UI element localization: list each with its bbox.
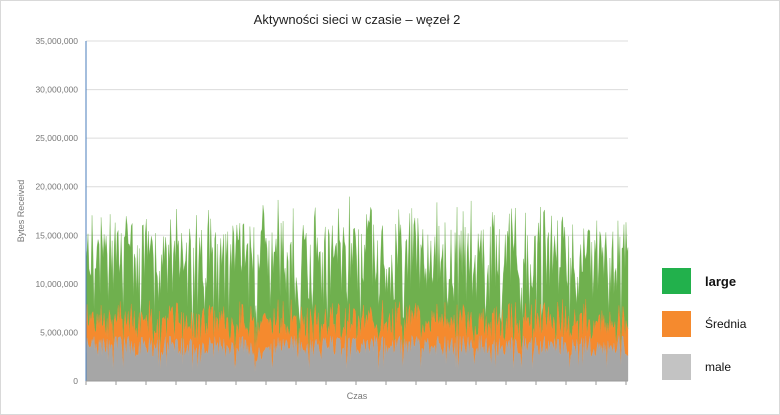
legend-item-srednia: Średnia <box>662 309 746 339</box>
y-tick-label: 10,000,000 <box>35 279 78 289</box>
legend: large Średnia male <box>662 266 746 395</box>
y-tick-label: 35,000,000 <box>35 36 78 46</box>
x-axis-label: Czas <box>347 391 368 401</box>
y-tick-label: 0 <box>73 376 78 386</box>
legend-label-male: male <box>705 360 732 374</box>
y-tick-label: 30,000,000 <box>35 85 78 95</box>
stacked-areas <box>85 196 629 382</box>
legend-item-large: large <box>662 266 746 296</box>
y-axis-label: Bytes Received <box>16 180 26 243</box>
y-tick-label: 25,000,000 <box>35 133 78 143</box>
legend-label-srednia: Średnia <box>705 317 747 331</box>
y-tick-label: 15,000,000 <box>35 230 78 240</box>
y-tick-label: 5,000,000 <box>40 327 78 337</box>
y-tick-label: 20,000,000 <box>35 182 78 192</box>
legend-label-large: large <box>705 273 737 289</box>
legend-swatch-male <box>662 354 691 380</box>
legend-item-male: male <box>662 352 746 382</box>
axes: 0 5,000,000 10,000,000 15,000,000 20,000,000… <box>35 36 628 386</box>
legend-swatch-large <box>662 268 691 294</box>
legend-swatch-srednia <box>662 311 691 337</box>
chart-title: Aktywności sieci w czasie – węzeł 2 <box>253 12 461 27</box>
